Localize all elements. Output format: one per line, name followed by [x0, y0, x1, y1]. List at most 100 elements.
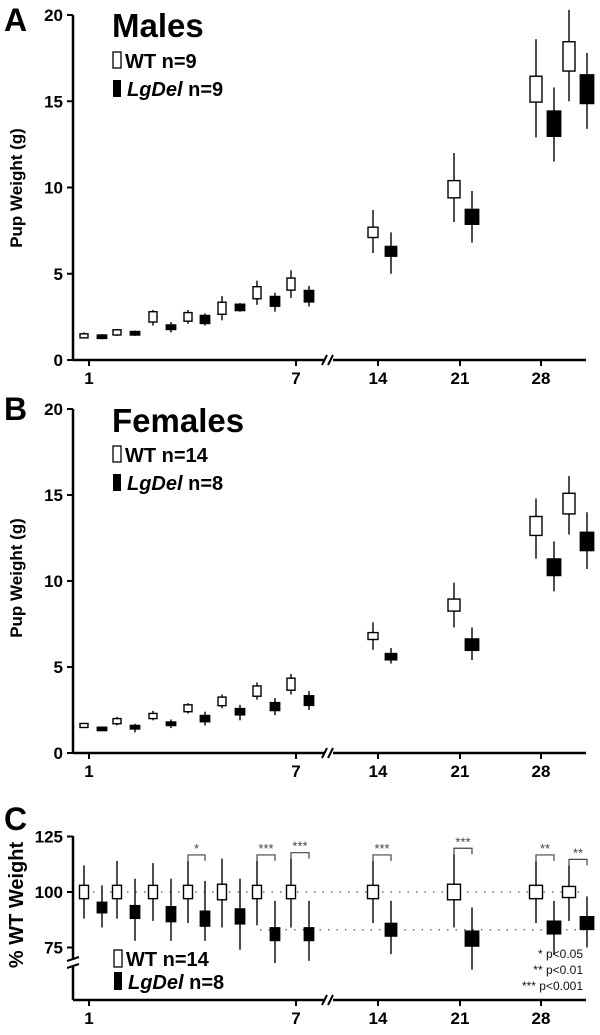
y-tick-label: 15 [44, 92, 63, 111]
wt-box [286, 677, 296, 691]
y-axis-label-a: Pup Weight (g) [7, 128, 26, 248]
y-tick-label: 0 [54, 351, 63, 370]
x-tick-label: 14 [369, 1009, 388, 1028]
x-tick-label: 21 [451, 762, 470, 781]
lgdel-box [129, 724, 141, 730]
wt-box [529, 515, 543, 537]
significance-stars: ** [573, 845, 583, 860]
wt-box [182, 884, 194, 900]
panel-title-males: Males [112, 7, 204, 44]
lgdel-box [303, 289, 315, 303]
pvalue-key-3: *** p<0.001 [522, 979, 583, 993]
x-axis-break-mark [321, 994, 328, 1006]
lgdel-box [546, 558, 562, 577]
legend-lgdel-name-c: LgDel [128, 972, 184, 994]
wt-box [183, 311, 193, 322]
pvalue-key-2: ** p<0.01 [533, 963, 583, 977]
x-tick-label: 14 [369, 762, 388, 781]
lgdel-box [579, 531, 595, 552]
wt-box [366, 884, 380, 900]
significance-stars: *** [455, 834, 470, 849]
significance-bracket [568, 858, 588, 866]
x-tick-label: 1 [84, 369, 93, 388]
x-tick-label: 1 [84, 762, 93, 781]
significance-stars: *** [292, 839, 307, 854]
y-tick-label: 5 [54, 658, 63, 677]
lgdel-box [303, 927, 315, 942]
wt-box [183, 704, 193, 713]
x-tick-label: 14 [369, 369, 388, 388]
legend-swatch-wt-a [112, 51, 122, 69]
wt-box [367, 226, 379, 239]
x-axis-break-mark [327, 994, 334, 1006]
x-tick-label: 1 [84, 1009, 93, 1028]
lgdel-box [165, 324, 177, 331]
legend-lgdel-n-c: n=8 [184, 972, 225, 994]
x-axis-break-mark [321, 354, 328, 366]
wt-box [447, 598, 461, 612]
wt-box [367, 631, 379, 641]
wt-box [216, 883, 228, 901]
panel-letter-b: B [4, 391, 27, 427]
legend-swatch-wt-b [112, 445, 122, 463]
y-tick-label: 125 [35, 828, 63, 847]
legend-label-wt-c: WT n=14 [126, 949, 210, 971]
significance-stars: * [194, 841, 199, 856]
lgdel-box [234, 908, 246, 925]
wt-box [217, 696, 227, 707]
wt-box [562, 492, 576, 515]
significance-stars: *** [374, 841, 389, 856]
legend-swatch-wt-c [113, 949, 123, 968]
lgdel-box [96, 901, 108, 914]
legend-swatch-lgdel-c [114, 972, 122, 990]
y-tick-label: 20 [44, 400, 63, 419]
lgdel-box [199, 714, 211, 723]
y-tick-label: 75 [44, 939, 63, 958]
lgdel-box [464, 638, 480, 652]
wt-box [529, 75, 543, 103]
x-tick-label: 21 [451, 369, 470, 388]
legend-label-lgdel-a: LgDel n=9 [127, 79, 223, 101]
lgdel-box [234, 303, 246, 312]
wt-box [528, 884, 544, 900]
wt-box [111, 884, 123, 900]
lgdel-box [546, 920, 562, 935]
legend-label-wt-a: WT n=9 [125, 51, 197, 73]
legend-lgdel-n-a: n=9 [183, 79, 224, 101]
lgdel-box [165, 906, 177, 923]
x-tick-label: 7 [291, 762, 300, 781]
x-axis-break-mark [321, 747, 328, 759]
lgdel-box [96, 726, 108, 732]
wt-box [79, 722, 89, 729]
significance-bracket [256, 854, 276, 861]
x-axis-break-mark [327, 354, 334, 366]
wt-box [446, 883, 462, 901]
y-tick-label: 0 [54, 744, 63, 763]
legend-swatch-lgdel-a [113, 80, 121, 97]
y-tick-label: 100 [35, 883, 63, 902]
legend-label-lgdel-b: LgDel n=8 [127, 473, 223, 495]
significance-bracket [535, 854, 555, 861]
y-tick-label: 20 [44, 6, 63, 25]
wt-box [112, 717, 122, 725]
legend-lgdel-n-b: n=8 [183, 473, 224, 495]
y-tick-label: 10 [44, 572, 63, 591]
wt-box [147, 884, 159, 900]
lgdel-box [165, 721, 177, 727]
lgdel-box [303, 694, 315, 707]
pvalue-key-1: * p<0.05 [538, 947, 583, 961]
lgdel-box [384, 652, 398, 661]
lgdel-box [234, 707, 246, 716]
legend-label-lgdel-c: LgDel n=8 [128, 972, 224, 994]
wt-box [148, 311, 158, 323]
legend-swatch-lgdel-b [113, 474, 121, 491]
wt-box [286, 277, 296, 291]
legend-lgdel-name-b: LgDel [127, 473, 183, 495]
y-axis-label-b: Pup Weight (g) [7, 518, 26, 638]
lgdel-box [96, 334, 108, 340]
lgdel-box [464, 930, 480, 947]
lgdel-box [269, 295, 281, 307]
legend-lgdel-name-a: LgDel [127, 79, 183, 101]
